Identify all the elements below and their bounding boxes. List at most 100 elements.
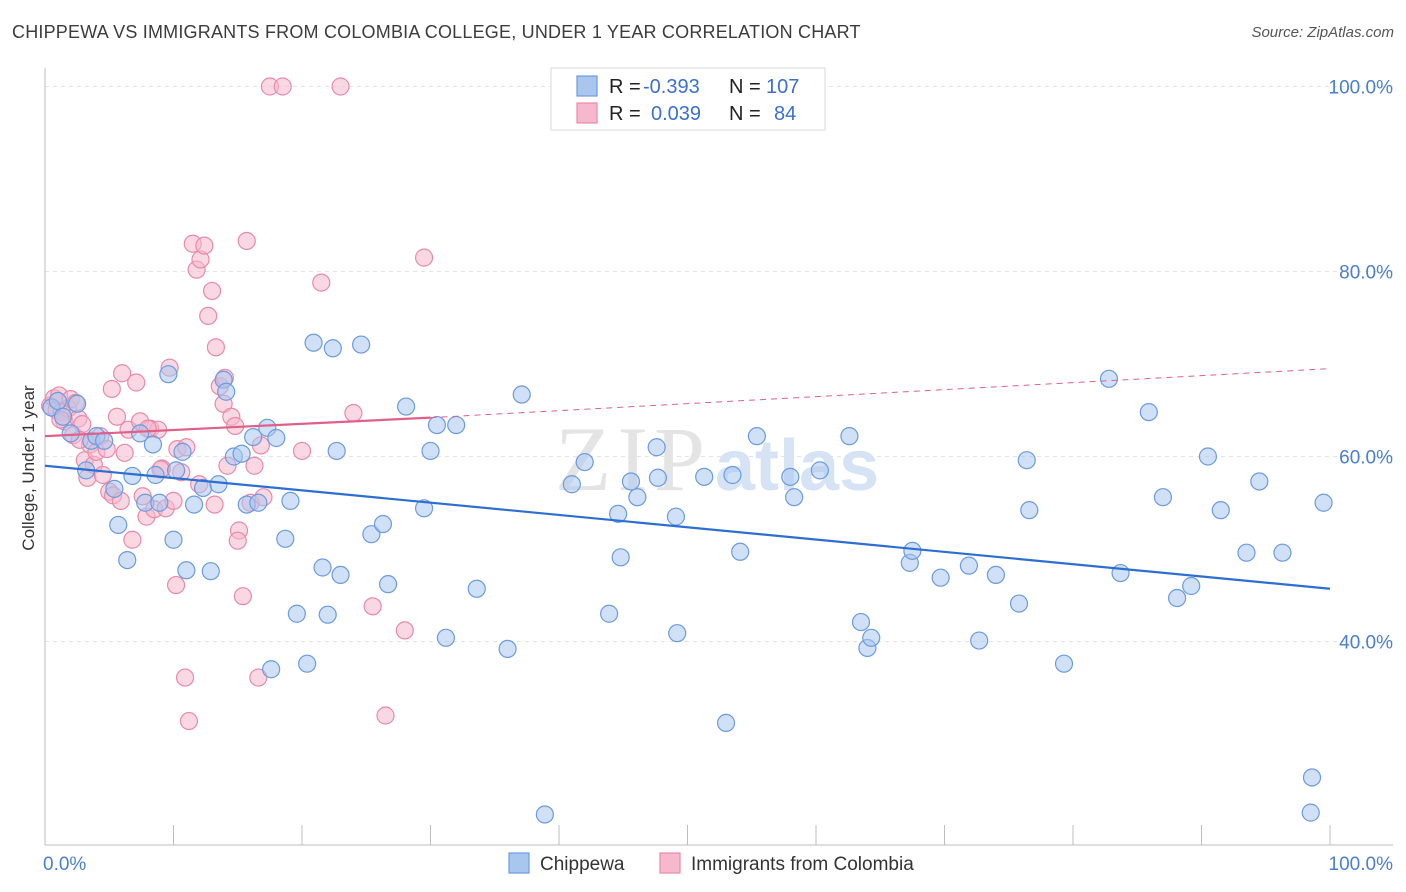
trendline-colombia-extended (430, 368, 1331, 419)
point-chippewa (575, 452, 594, 472)
point-chippewa (1099, 369, 1119, 388)
point-colombia (245, 456, 264, 475)
legend-n-value-1: 107 (766, 76, 799, 98)
point-chippewa (331, 565, 350, 585)
point-chippewa (166, 461, 186, 480)
bottom-legend: Chippewa Immigrants from Colombia (508, 852, 914, 875)
point-chippewa (1250, 472, 1269, 491)
point-colombia (344, 403, 363, 423)
point-chippewa (723, 465, 742, 485)
point-chippewa (1301, 803, 1320, 822)
bottom-legend-swatch-chippewa (508, 852, 530, 874)
point-chippewa (447, 415, 466, 435)
point-colombia (102, 379, 121, 399)
point-chippewa (249, 493, 268, 512)
point-chippewa (1167, 588, 1187, 608)
point-colombia (179, 711, 199, 731)
point-chippewa (851, 612, 871, 632)
point-colombia (93, 465, 112, 485)
point-colombia (233, 587, 252, 606)
trendline-chippewa (44, 464, 1331, 590)
point-chippewa (105, 479, 124, 498)
point-chippewa (267, 428, 286, 448)
point-chippewa (414, 499, 434, 518)
point-colombia (123, 530, 142, 549)
point-chippewa (373, 514, 393, 534)
point-colombia (228, 531, 247, 550)
point-chippewa (781, 467, 800, 486)
point-chippewa (378, 575, 398, 594)
point-chippewa (648, 468, 668, 487)
point-chippewa (318, 605, 337, 624)
series-chippewa (42, 333, 1333, 824)
point-chippewa (785, 488, 804, 507)
point-chippewa (716, 713, 736, 733)
point-chippewa (164, 530, 183, 549)
point-colombia (206, 338, 226, 357)
point-chippewa (109, 515, 128, 535)
point-chippewa (298, 654, 317, 673)
stats-legend: R = -0.393 N = 107 R = 0.039 N = 84 (550, 67, 826, 131)
point-chippewa (287, 604, 306, 623)
point-chippewa (747, 427, 766, 446)
point-chippewa (313, 558, 332, 577)
point-chippewa (600, 604, 619, 623)
point-chippewa (150, 493, 169, 512)
legend-n-value-2: 84 (774, 103, 796, 125)
point-colombia (273, 77, 292, 96)
tick-labels: 40.0% 60.0% 80.0% 100.0% 0.0% 100.0% (43, 78, 1393, 876)
point-colombia (166, 575, 186, 595)
point-chippewa (1017, 451, 1036, 470)
point-chippewa (143, 435, 163, 454)
point-chippewa (609, 504, 628, 523)
trendline-colombia (44, 416, 431, 438)
point-colombia (292, 441, 312, 461)
point-chippewa (1020, 501, 1039, 520)
y-tick-label: 80.0% (1339, 263, 1393, 284)
bottom-legend-swatch-colombia (659, 852, 681, 874)
point-chippewa (362, 525, 381, 544)
point-chippewa (1153, 488, 1173, 507)
y-tick-label: 40.0% (1339, 633, 1393, 654)
point-colombia (115, 443, 134, 462)
point-chippewa (244, 427, 263, 447)
point-chippewa (177, 561, 196, 580)
point-chippewa (959, 556, 979, 575)
y-tick-label: 60.0% (1339, 448, 1393, 469)
point-chippewa (1314, 493, 1333, 512)
point-colombia (205, 495, 224, 514)
point-chippewa (1009, 594, 1029, 613)
point-colombia (331, 77, 350, 96)
point-colombia (127, 373, 146, 392)
point-chippewa (281, 491, 300, 510)
point-chippewa (217, 382, 236, 401)
point-colombia (237, 231, 256, 251)
grid (45, 86, 1393, 642)
point-colombia (414, 248, 434, 267)
point-chippewa (931, 568, 950, 587)
point-chippewa (628, 488, 647, 507)
point-chippewa (862, 628, 881, 647)
point-chippewa (327, 441, 346, 461)
point-chippewa (352, 335, 371, 354)
point-chippewa (201, 562, 220, 581)
x-tick-label-max: 100.0% (1329, 854, 1394, 875)
point-chippewa (396, 397, 416, 416)
point-chippewa (68, 394, 87, 413)
point-chippewa (118, 550, 137, 570)
legend-r-value-1: -0.393 (643, 76, 700, 98)
point-chippewa (903, 541, 922, 560)
point-colombia (112, 364, 132, 383)
y-tick-label: 100.0% (1329, 78, 1394, 99)
point-colombia (195, 236, 214, 255)
point-chippewa (427, 415, 447, 435)
bottom-legend-label-chippewa: Chippewa (540, 854, 625, 875)
point-chippewa (498, 639, 517, 659)
axes (44, 68, 1393, 846)
point-chippewa (48, 391, 67, 411)
point-chippewa (61, 424, 80, 443)
point-chippewa (666, 507, 686, 526)
point-colombia (363, 597, 382, 616)
point-chippewa (1139, 403, 1158, 422)
